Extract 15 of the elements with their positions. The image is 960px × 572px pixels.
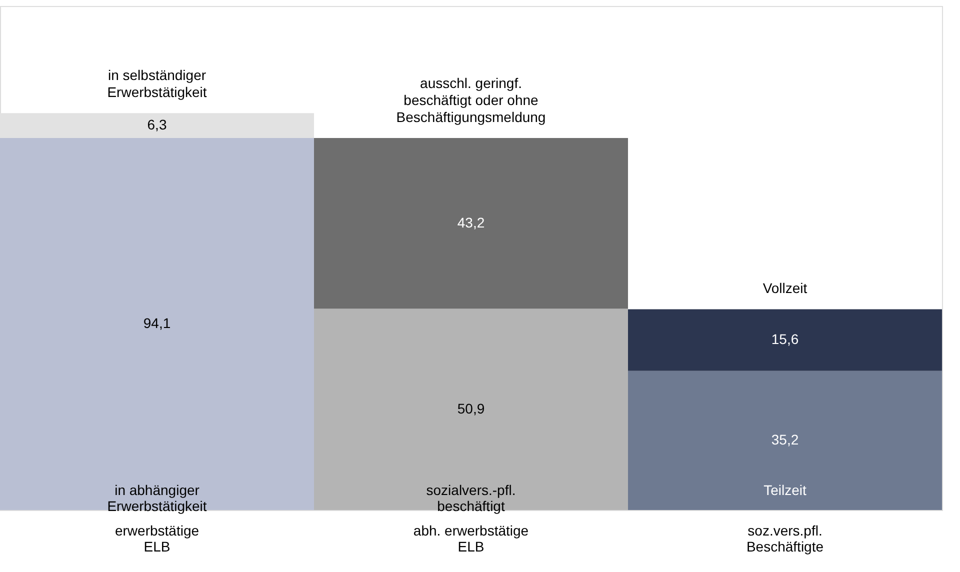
x-tick-label: abh. erwerbstätige ELB [413,522,529,554]
data-label: 43,2 [457,214,485,230]
series-label: sozialvers.-pfl. beschäftigt [426,482,516,514]
series-label: in selbständiger Erwerbstätigkeit [107,67,207,100]
series-label: Vollzeit [762,280,808,296]
data-label: 6,3 [147,116,167,133]
x-tick-label: erwerbstätige ELB [114,522,200,554]
series-label: ausschl. geringf. beschäftigt oder ohne Beschäftigungsmeldung [396,75,546,126]
x-tick-label: soz.vers.pfl. Beschäftigte [746,522,824,554]
data-label: 35,2 [771,431,799,448]
data-label: 15,6 [771,331,799,348]
data-label: 50,9 [457,400,485,416]
data-label: 94,1 [143,315,171,332]
series-label: Teilzeit [764,482,807,498]
series-label: in abhängiger Erwerbstätigkeit [107,482,207,514]
